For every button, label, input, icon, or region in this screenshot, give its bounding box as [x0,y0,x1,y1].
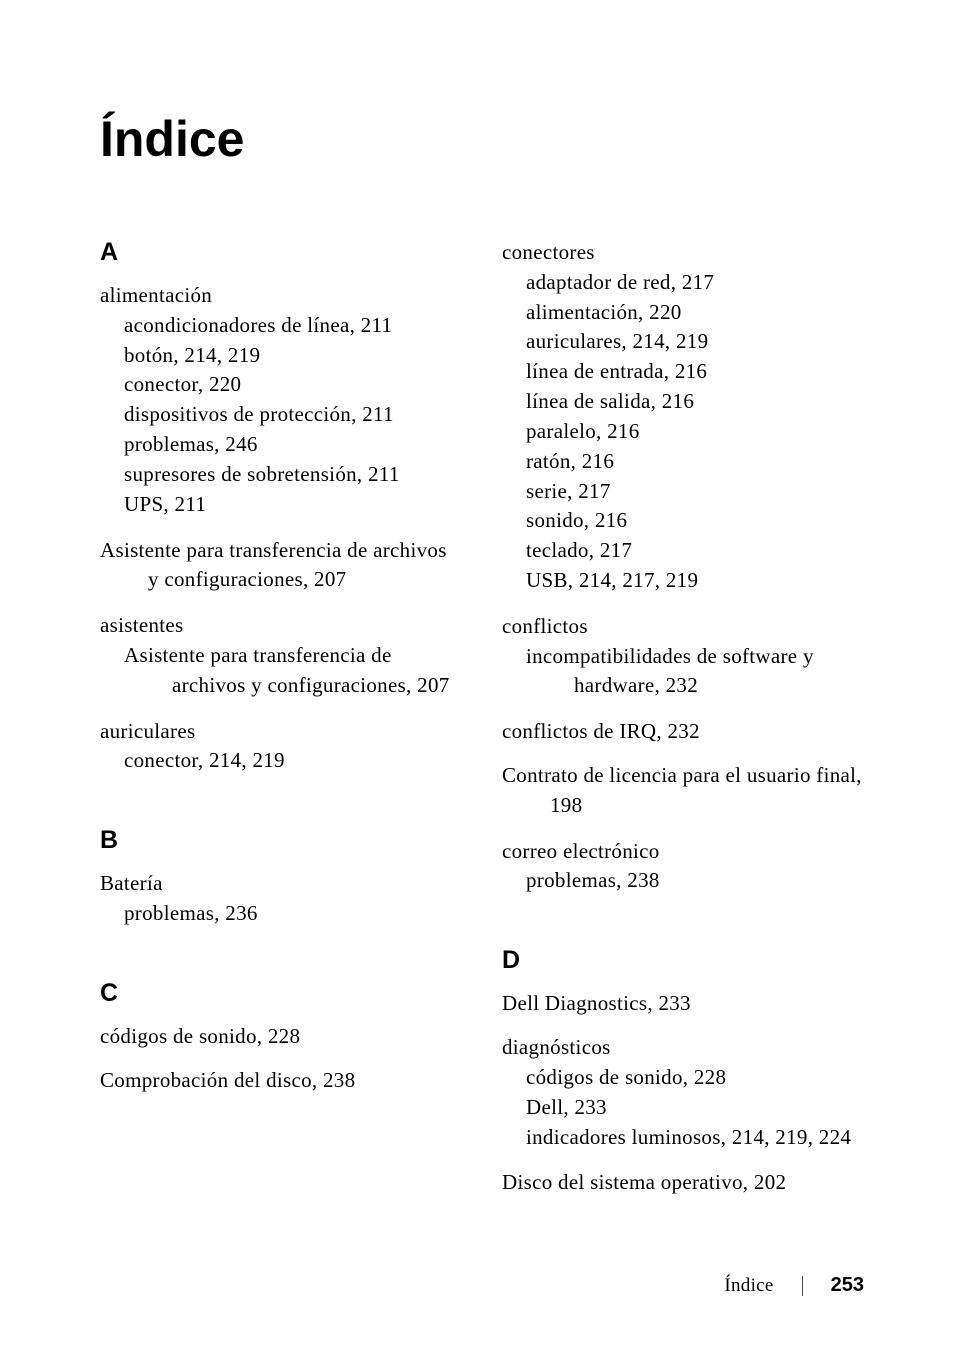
entry-sub: Dell, 233 [502,1093,864,1123]
entry-headwrap: Asistente para transferencia de archivos… [100,536,462,596]
footer-divider [802,1276,803,1296]
entry-diagnosticos: diagnósticos códigos de sonido, 228 Dell… [502,1033,864,1152]
entry-sub: problemas, 246 [100,430,462,460]
entry-head: Batería [100,869,462,899]
entry-sub: incompatibilidades de software y hardwar… [502,642,864,702]
entry-disco-sistema: Disco del sistema operativo, 202 [502,1168,864,1198]
entry-head: asistentes [100,611,462,641]
entry-sub: botón, 214, 219 [100,341,462,371]
entry-head: conflictos [502,612,864,642]
entry-sub: UPS, 211 [100,490,462,520]
page-footer: Índice 253 [724,1274,864,1297]
entry-sub: acondicionadores de línea, 211 [100,311,462,341]
entry-head: diagnósticos [502,1033,864,1063]
entry-asistente-transferencia: Asistente para transferencia de archivos… [100,536,462,596]
footer-page-number: 253 [831,1274,864,1297]
entry-sub: auriculares, 214, 219 [502,327,864,357]
entry-sub: conector, 220 [100,370,462,400]
entry-sub: códigos de sonido, 228 [502,1063,864,1093]
entry-asistentes: asistentes Asistente para transferencia … [100,611,462,700]
entry-headwrap: Contrato de licencia para el usuario fin… [502,761,864,821]
entry-contrato-licencia: Contrato de licencia para el usuario fin… [502,761,864,821]
left-column: A alimentación acondicionadores de línea… [100,238,462,1212]
entry-sub: teclado, 217 [502,536,864,566]
page-title: Índice [100,110,864,168]
entry-conflictos-irq: conflictos de IRQ, 232 [502,717,864,747]
entry-head: alimentación [100,281,462,311]
entry-sub: serie, 217 [502,477,864,507]
entry-sub: USB, 214, 217, 219 [502,566,864,596]
entry-comprobacion-disco: Comprobación del disco, 238 [100,1066,462,1096]
entry-sub: indicadores luminosos, 214, 219, 224 [502,1123,864,1153]
entry-alimentacion: alimentación acondicionadores de línea, … [100,281,462,520]
entry-sub: supresores de sobretensión, 211 [100,460,462,490]
footer-label: Índice [724,1275,773,1297]
entry-dell-diagnostics: Dell Diagnostics, 233 [502,989,864,1019]
entry-head: auriculares [100,717,462,747]
right-column: conectores adaptador de red, 217 aliment… [502,238,864,1212]
entry-single: Comprobación del disco, 238 [100,1066,462,1096]
section-letter-c: C [100,979,462,1008]
entry-sub: dispositivos de protección, 211 [100,400,462,430]
entry-codigos-sonido: códigos de sonido, 228 [100,1022,462,1052]
entry-sub: paralelo, 216 [502,417,864,447]
entry-sub: ratón, 216 [502,447,864,477]
entry-head: conectores [502,238,864,268]
entry-bateria: Batería problemas, 236 [100,869,462,929]
entry-single: Disco del sistema operativo, 202 [502,1168,864,1198]
entry-sub: Asistente para transferencia de archivos… [100,641,462,701]
section-letter-b: B [100,826,462,855]
entry-conflictos: conflictos incompatibilidades de softwar… [502,612,864,701]
entry-sub: adaptador de red, 217 [502,268,864,298]
entry-sub: problemas, 238 [502,866,864,896]
entry-sub: sonido, 216 [502,506,864,536]
entry-head: correo electrónico [502,837,864,867]
section-letter-d: D [502,946,864,975]
entry-sub: conector, 214, 219 [100,746,462,776]
entry-single: códigos de sonido, 228 [100,1022,462,1052]
entry-correo: correo electrónico problemas, 238 [502,837,864,897]
entry-sub: alimentación, 220 [502,298,864,328]
entry-auriculares: auriculares conector, 214, 219 [100,717,462,777]
entry-conectores: conectores adaptador de red, 217 aliment… [502,238,864,596]
section-letter-a: A [100,238,462,267]
entry-sub: línea de entrada, 216 [502,357,864,387]
entry-sub: línea de salida, 216 [502,387,864,417]
entry-sub: problemas, 236 [100,899,462,929]
entry-single: conflictos de IRQ, 232 [502,717,864,747]
index-columns: A alimentación acondicionadores de línea… [100,238,864,1212]
entry-single: Dell Diagnostics, 233 [502,989,864,1019]
